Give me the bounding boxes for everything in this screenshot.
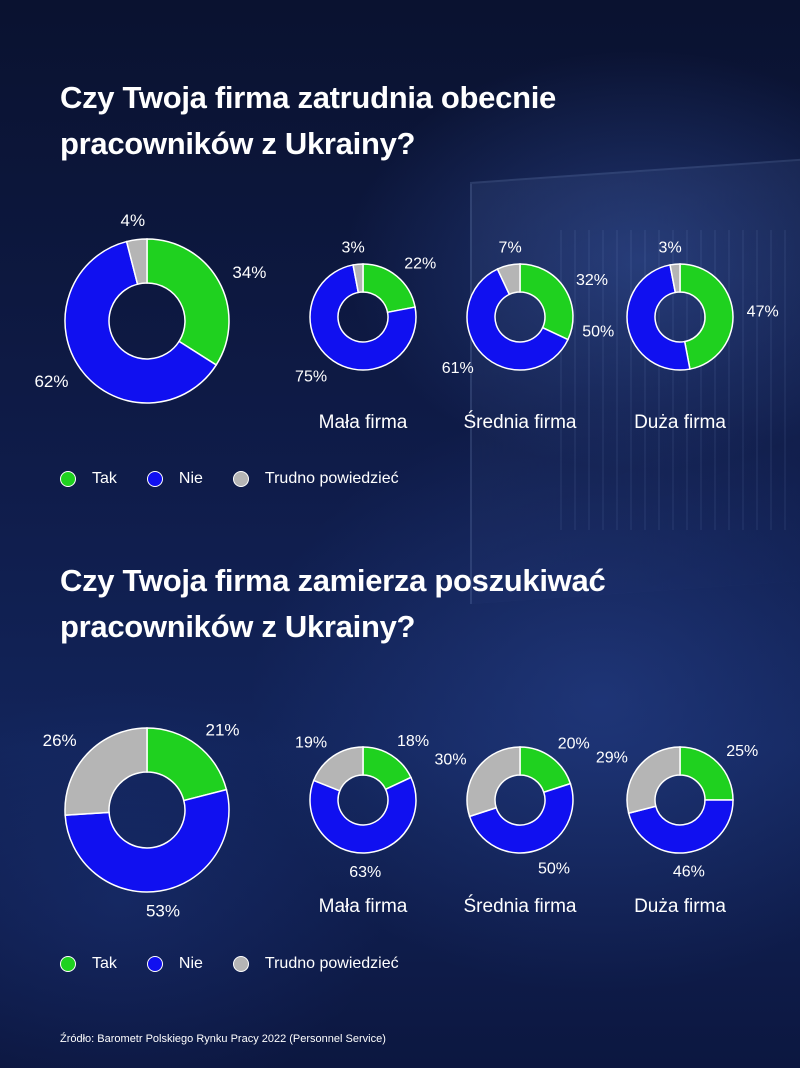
data-label-nie: 75% [295,369,327,386]
slice-nie [309,776,417,854]
legend: Tak Nie Trudno powiedzieć [60,470,429,488]
slice-tak [679,746,734,801]
legend-label: Trudno powiedzieć [264,955,399,972]
slice-trudno [125,238,148,286]
category-label: Duża firma [634,412,726,433]
legend-item-tak: Tak [60,470,117,488]
legend-dot-green-icon [60,471,76,487]
legend-dot-gray-icon [232,471,249,487]
data-label-nie: 50% [582,323,614,340]
legend-dot-gray-icon [232,956,249,972]
data-label-tak: 34% [232,263,266,282]
slice-tak [679,263,734,370]
slice-nie [468,782,574,854]
data-label-trudno: 7% [499,240,522,257]
legend-label: Nie [178,470,203,487]
legend-dot-blue-icon [146,956,163,972]
donut-charts: 21% 53% 26% 18% 63% 19% Mała firma 20% 50% 30% Śre… [43,720,759,921]
source-note: Źródło: Barometr Polskiego Rynku Pracy 2… [60,1033,386,1045]
legend-label: Tak [92,470,117,487]
data-label-trudno: 4% [121,211,146,230]
data-label-nie: 61% [442,360,474,377]
legend-item-trudno: Trudno powiedzieć [232,955,399,973]
slice-nie [466,268,569,371]
slice-nie [627,799,734,854]
category-label: Średnia firma [464,895,577,917]
slice-nie [309,264,417,371]
legend-label: Trudno powiedzieć [264,470,399,487]
category-label: Mała firma [319,896,408,917]
section-employ: Czy Twoja firma zatrudnia obecnie pracow… [0,0,800,520]
slice-trudno [496,263,521,296]
data-label-tak: 32% [576,272,608,289]
data-label-trudno: 3% [342,240,365,257]
data-label-nie: 50% [538,861,570,878]
data-label-tak: 25% [726,743,758,760]
slice-trudno [466,746,521,818]
data-label-trudno: 26% [43,731,77,750]
data-label-trudno: 29% [596,749,628,766]
data-label-nie: 46% [673,863,705,880]
legend-dot-green-icon [60,956,76,972]
legend-item-trudno: Trudno powiedzieć [232,470,399,488]
data-label-tak: 21% [206,720,240,739]
slice-nie [64,240,218,404]
slice-trudno [312,746,364,792]
legend: Tak Nie Trudno powiedzieć [60,955,429,973]
chart-title: Czy Twoja firma zatrudnia obecnie pracow… [60,80,556,161]
data-label-tak: 18% [397,733,429,750]
data-label-trudno: 3% [659,240,682,257]
slice-trudno [626,746,681,815]
data-label-nie: 63% [349,864,381,881]
category-label: Mała firma [319,412,408,433]
legend-label: Tak [92,955,117,972]
slice-tak [146,238,230,366]
data-label-trudno: 30% [435,751,467,768]
data-label-nie: 53% [146,902,180,921]
slice-tak [146,727,228,802]
data-label-tak: 22% [404,255,436,272]
slice-nie [626,264,691,371]
slice-nie [64,788,230,893]
legend-label: Nie [178,955,203,972]
slice-trudno [64,727,148,816]
legend-item-nie: Nie [146,955,203,973]
legend-dot-blue-icon [146,471,163,487]
legend-item-nie: Nie [146,470,203,488]
slice-trudno [352,263,364,294]
donut-charts: 34% 62% 4% 22% 75% 3% Mała firma 32% 61% 7% Średni… [34,211,779,433]
data-label-tak: 47% [747,303,779,320]
data-label-trudno: 19% [295,734,327,751]
legend-item-tak: Tak [60,955,117,973]
slice-trudno [669,263,681,294]
data-label-tak: 20% [558,736,590,753]
slice-tak [519,263,574,341]
chart-title: Czy Twoja firma zamierza poszukiwać prac… [60,563,606,644]
data-label-nie: 62% [34,372,68,391]
category-label: Duża firma [634,896,726,917]
category-label: Średnia firma [464,411,577,433]
